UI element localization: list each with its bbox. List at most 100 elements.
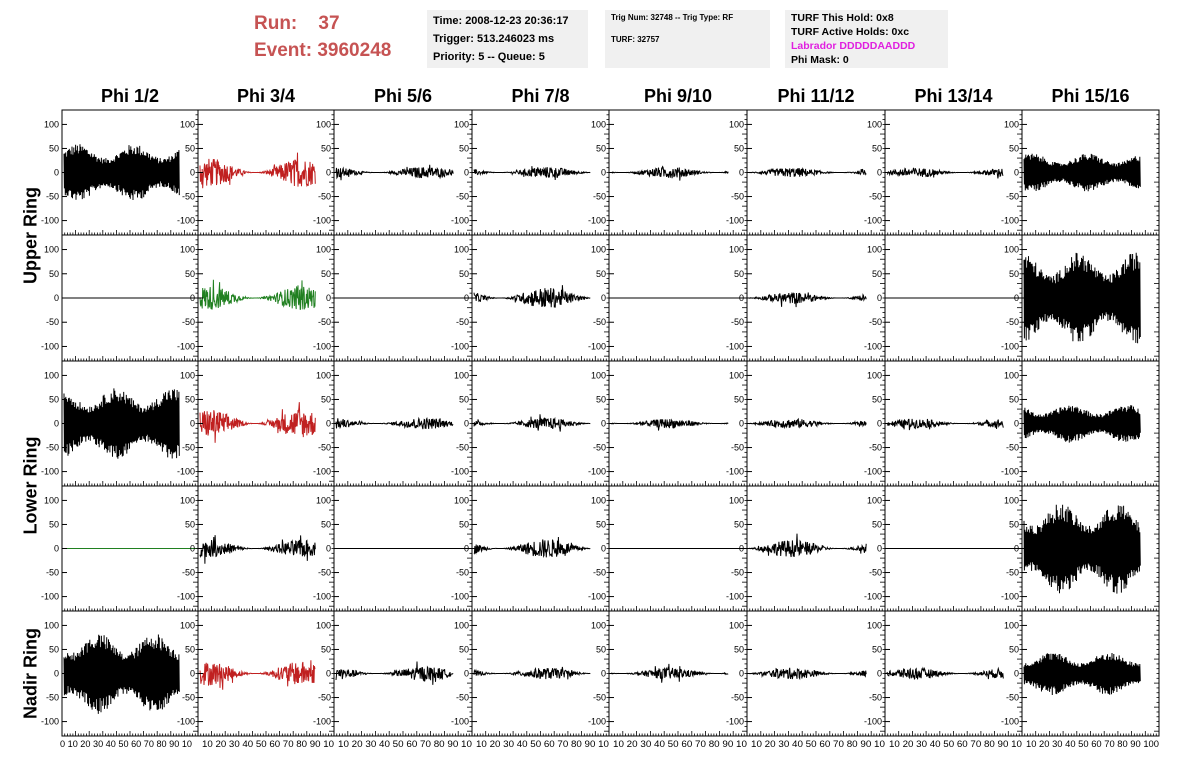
y-tick-label: 0	[601, 168, 606, 178]
y-tick-label: 50	[185, 143, 195, 153]
turf-this-hold-text: TURF This Hold: 0x8	[791, 12, 894, 24]
y-tick-label: 50	[596, 519, 606, 529]
waveform-panel: -100 -50 0 50 100	[41, 360, 199, 487]
column-header: Phi 9/10	[643, 86, 713, 106]
waveform-panel: -100 -50 0 50 100	[588, 610, 748, 737]
y-tick-label: 50	[872, 143, 882, 153]
y-tick-label: 0	[739, 168, 744, 178]
trig-num-text: Trig Num: 32748 -- Trig Type: RF	[611, 13, 734, 22]
waveform-panel: -100 -50 0 50 100	[41, 234, 199, 362]
waveform-panel: -100 -50 0 50 100	[451, 234, 610, 362]
y-tick-label: 100	[44, 620, 59, 630]
y-tick-label: 0	[739, 293, 744, 303]
y-tick-label: 100	[729, 370, 744, 380]
y-tick-label: -50	[593, 317, 606, 327]
y-tick-label: 0	[877, 669, 882, 679]
x-tick-labels: 0 10 20 30 40 50 60 70 80 90 10	[60, 739, 192, 750]
y-tick-label: -50	[593, 443, 606, 453]
trigger-info-box: Trig Num: 32748 -- Trig Type: RF TURF: 3…	[605, 10, 770, 68]
y-tick-label: -50	[1006, 443, 1019, 453]
y-tick-label: -50	[182, 693, 195, 703]
y-tick-label: 100	[591, 620, 606, 630]
y-tick-label: -50	[1006, 693, 1019, 703]
y-tick-label: 50	[872, 519, 882, 529]
y-tick-label: 0	[1014, 544, 1019, 554]
y-tick-label: 0	[464, 293, 469, 303]
y-tick-label: -50	[1006, 317, 1019, 327]
waveform-panel: -100 -50 0 50 100	[1001, 610, 1160, 737]
run-value: 37	[318, 13, 340, 34]
y-tick-label: 50	[459, 143, 469, 153]
y-tick-label: 50	[459, 269, 469, 279]
time-text: Time: 2008-12-23 20:36:17	[433, 15, 569, 27]
y-tick-label: -100	[177, 341, 195, 351]
y-tick-label: -50	[318, 317, 331, 327]
y-tick-label: 50	[321, 269, 331, 279]
y-tick-label: 100	[180, 620, 195, 630]
y-tick-label: 50	[872, 269, 882, 279]
y-tick-label: 0	[1014, 293, 1019, 303]
y-tick-label: 100	[867, 370, 882, 380]
y-tick-label: 100	[316, 495, 331, 505]
y-tick-label: 0	[464, 544, 469, 554]
waveform-panel: -100 -50 0 50 100	[451, 485, 610, 612]
y-tick-label: -100	[41, 592, 59, 602]
y-tick-label: 0	[464, 419, 469, 429]
y-tick-label: -100	[313, 467, 331, 477]
y-tick-label: -50	[731, 192, 744, 202]
y-tick-label: 0	[54, 419, 59, 429]
y-tick-label: 50	[459, 644, 469, 654]
y-tick-label: 100	[729, 119, 744, 129]
y-tick-label: 100	[180, 370, 195, 380]
x-tick-labels: 10 20 30 40 50 60 70 80 90 10	[476, 739, 609, 750]
y-tick-label: 50	[1009, 394, 1019, 404]
x-tick-labels: 10 20 30 40 50 60 70 80 90 100	[1026, 739, 1159, 750]
y-tick-label: 50	[734, 143, 744, 153]
y-tick-label: 100	[1004, 370, 1019, 380]
y-tick-label: 0	[54, 293, 59, 303]
waveform-trace	[63, 144, 180, 201]
waveform-panel: -100 -50 0 50 100	[864, 485, 1023, 612]
y-tick-label: -50	[456, 317, 469, 327]
y-tick-label: 50	[49, 394, 59, 404]
y-tick-label: -100	[177, 717, 195, 727]
panel-frame	[1021, 610, 1160, 737]
waveform-trace	[1023, 153, 1141, 192]
y-tick-label: -100	[313, 717, 331, 727]
y-tick-label: 100	[1004, 245, 1019, 255]
waveform-trace	[748, 667, 867, 681]
waveform-trace	[610, 663, 729, 683]
waveform-trace	[335, 416, 454, 430]
y-tick-label: 50	[1009, 644, 1019, 654]
waveform-trace	[199, 279, 316, 311]
y-tick-label: -50	[456, 443, 469, 453]
y-tick-label: -100	[726, 592, 744, 602]
waveform-panel: -100 -50 0 50 100	[41, 610, 199, 737]
y-tick-label: 0	[326, 544, 331, 554]
y-tick-label: 100	[591, 119, 606, 129]
y-tick-label: 0	[739, 544, 744, 554]
waveform-panel: -100 -50 0 50 100	[1001, 485, 1160, 612]
y-tick-label: 50	[49, 269, 59, 279]
y-tick-label: -50	[46, 317, 59, 327]
waveform-panel: -100 -50 0 50 100	[313, 109, 473, 236]
y-tick-label: -50	[1006, 192, 1019, 202]
turf-text: TURF: 32757	[611, 35, 660, 44]
y-tick-label: 0	[190, 544, 195, 554]
y-tick-label: 100	[1004, 620, 1019, 630]
waveform-panel: -100 -50 0 50 100	[864, 109, 1023, 236]
waveform-trace	[1023, 252, 1141, 344]
column-header: Phi 13/14	[914, 86, 993, 106]
y-tick-label: 100	[44, 495, 59, 505]
y-tick-label: -100	[1001, 717, 1019, 727]
waveform-panel: -100 -50 0 50 100	[313, 610, 473, 737]
y-tick-label: 0	[877, 293, 882, 303]
y-tick-label: 100	[867, 495, 882, 505]
y-tick-label: 0	[601, 419, 606, 429]
y-tick-label: -50	[46, 192, 59, 202]
waveform-panel: -100 -50 0 50 100	[177, 109, 335, 236]
waveform-trace	[473, 285, 591, 308]
waveform-trace	[335, 164, 454, 181]
y-tick-label: -100	[177, 592, 195, 602]
